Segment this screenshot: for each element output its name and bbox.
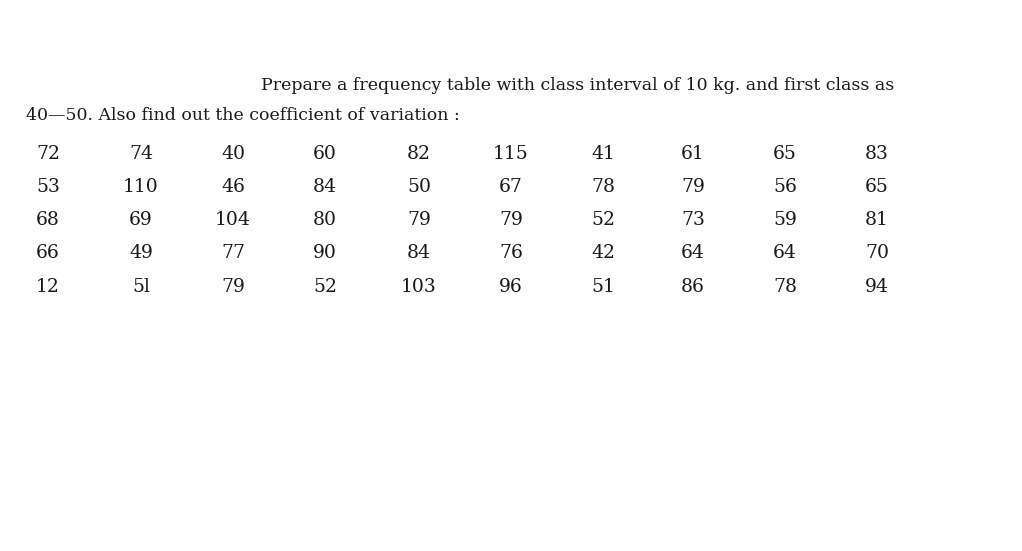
Text: 103: 103 (402, 278, 436, 295)
Text: 76: 76 (499, 245, 523, 262)
Text: 46: 46 (221, 179, 245, 196)
Text: 86: 86 (681, 278, 705, 295)
Text: 104: 104 (215, 212, 251, 229)
Text: 50: 50 (407, 179, 431, 196)
Text: 78: 78 (591, 179, 615, 196)
Text: 81: 81 (865, 212, 889, 229)
Text: 90: 90 (313, 245, 337, 262)
Text: 64: 64 (773, 245, 797, 262)
Text: 78: 78 (773, 278, 797, 295)
Text: 80: 80 (313, 212, 337, 229)
Text: 66: 66 (36, 245, 60, 262)
Text: 70: 70 (865, 245, 889, 262)
Text: 65: 65 (865, 179, 889, 196)
Text: 84: 84 (313, 179, 337, 196)
Text: 12: 12 (36, 278, 60, 295)
Text: 94: 94 (865, 278, 889, 295)
Text: 53: 53 (36, 179, 60, 196)
Text: 51: 51 (591, 278, 615, 295)
Text: 68: 68 (36, 212, 60, 229)
Text: Prepare a frequency table with class interval of 10 kg. and first class as: Prepare a frequency table with class int… (261, 77, 894, 94)
Text: 73: 73 (681, 212, 705, 229)
Text: 79: 79 (221, 278, 245, 295)
Text: 84: 84 (407, 245, 431, 262)
Text: 61: 61 (681, 145, 705, 163)
Text: 67: 67 (499, 179, 523, 196)
Text: 77: 77 (221, 245, 245, 262)
Text: 41: 41 (591, 145, 615, 163)
Text: 65: 65 (773, 145, 797, 163)
Text: 40—50. Also find out the coefficient of variation :: 40—50. Also find out the coefficient of … (26, 107, 459, 124)
Text: 59: 59 (773, 212, 797, 229)
Text: 52: 52 (313, 278, 337, 295)
Text: 79: 79 (407, 212, 431, 229)
Text: 69: 69 (129, 212, 153, 229)
Text: 64: 64 (681, 245, 705, 262)
Text: 5l: 5l (132, 278, 150, 295)
Text: 42: 42 (591, 245, 615, 262)
Text: 40: 40 (221, 145, 245, 163)
Text: 79: 79 (681, 179, 705, 196)
Text: 79: 79 (499, 212, 523, 229)
Text: 82: 82 (407, 145, 431, 163)
Text: 49: 49 (129, 245, 153, 262)
Text: 52: 52 (591, 212, 615, 229)
Text: 56: 56 (773, 179, 797, 196)
Text: 83: 83 (865, 145, 889, 163)
Text: 115: 115 (494, 145, 528, 163)
Text: 72: 72 (36, 145, 60, 163)
Text: 60: 60 (313, 145, 337, 163)
Text: 96: 96 (499, 278, 523, 295)
Text: 110: 110 (124, 179, 158, 196)
Text: 74: 74 (129, 145, 153, 163)
